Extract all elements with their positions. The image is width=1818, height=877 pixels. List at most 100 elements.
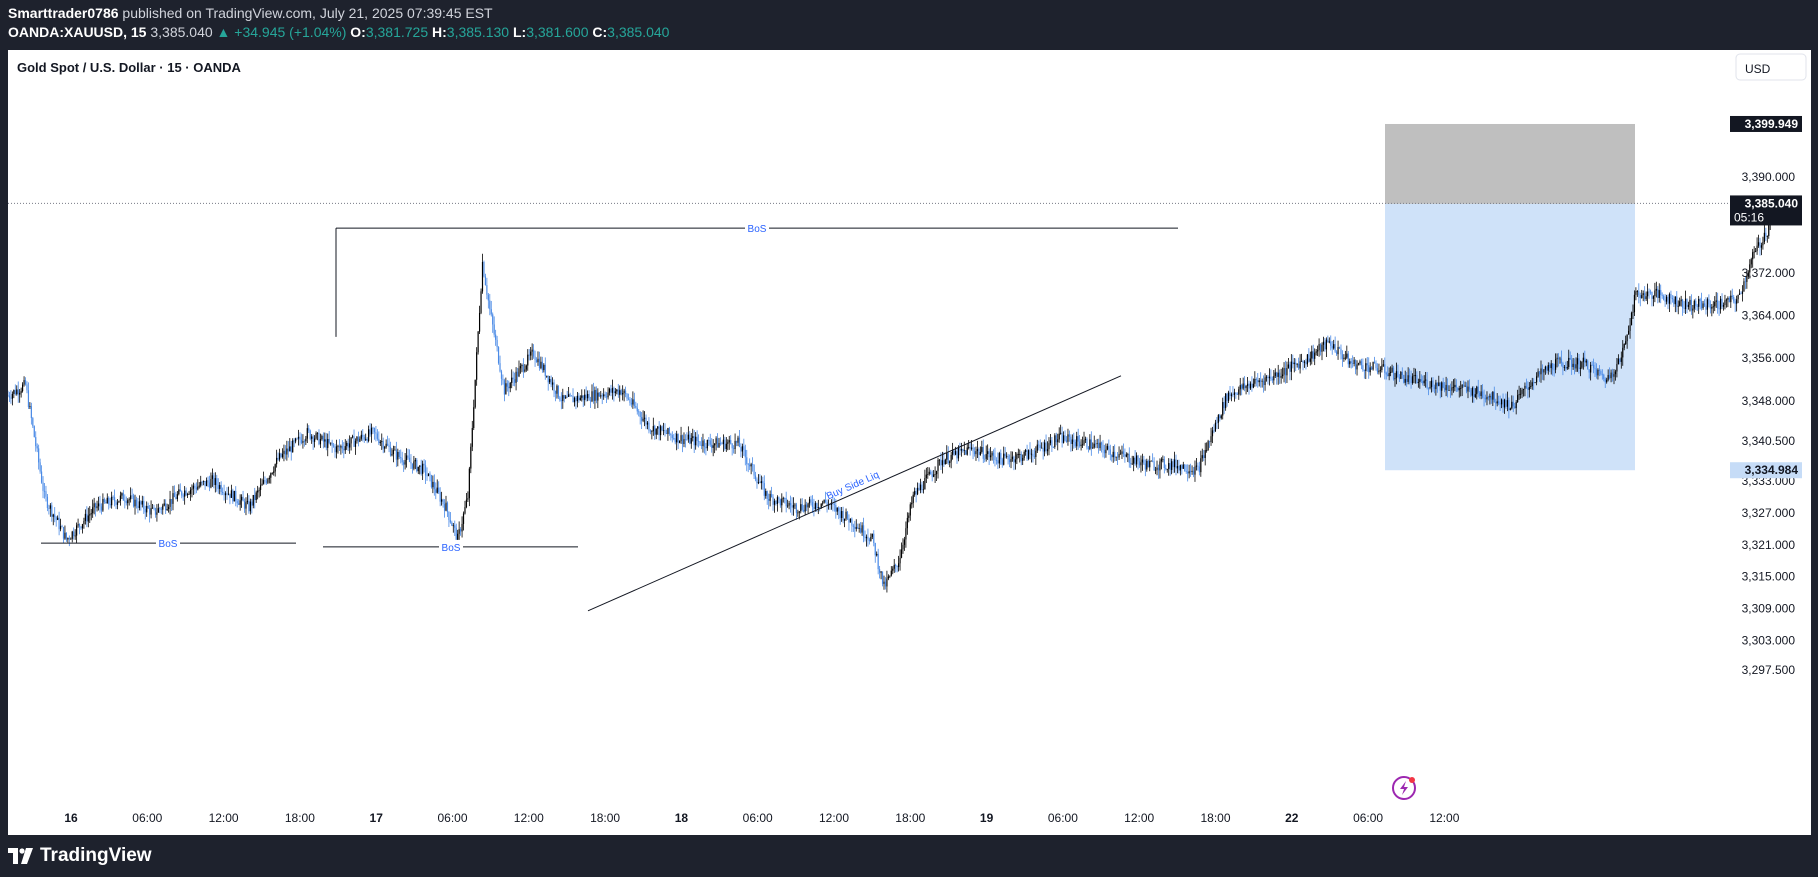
- chart-area[interactable]: BoS BoS BoS Buy Side Liq 3,390.000 3,372.000…: [7, 50, 1811, 835]
- candle: [1092, 442, 1094, 450]
- candle: [1639, 292, 1641, 307]
- candle: [1239, 377, 1241, 396]
- candle: [1668, 292, 1671, 313]
- candle: [1287, 357, 1290, 369]
- candle: [185, 487, 187, 496]
- svg-text:3,385.040: 3,385.040: [1745, 196, 1799, 210]
- candle: [914, 487, 916, 497]
- candle: [506, 380, 508, 392]
- bos-line-1-label-bg: [156, 536, 180, 551]
- candle: [730, 435, 732, 445]
- candle: [233, 490, 235, 502]
- candle: [1357, 362, 1360, 366]
- candle: [1701, 292, 1703, 311]
- candle: [884, 577, 887, 590]
- candle: [1003, 446, 1005, 466]
- candle: [562, 388, 564, 409]
- candle: [1138, 457, 1141, 468]
- candle: [1166, 468, 1168, 473]
- price-tick-label: 3,348.000: [1742, 394, 1796, 408]
- bos-line-2-label-bg: [439, 539, 463, 554]
- candle: [903, 536, 906, 551]
- tradingview-logo[interactable]: TradingView: [8, 845, 152, 867]
- candle: [1159, 458, 1161, 479]
- candle: [749, 458, 751, 471]
- candle: [1493, 386, 1495, 403]
- candle: [607, 387, 609, 400]
- candle: [1242, 377, 1244, 391]
- candle: [1268, 368, 1271, 386]
- candle: [534, 350, 536, 367]
- candle: [198, 482, 200, 489]
- candle: [1460, 380, 1462, 397]
- candle: [806, 501, 808, 512]
- candle: [435, 482, 437, 500]
- stop-price-badge: 3,399.949: [1730, 115, 1802, 132]
- candle: [570, 395, 573, 397]
- candle: [1153, 457, 1155, 471]
- take-profit-zone[interactable]: [1385, 203, 1635, 471]
- time-axis[interactable]: 16 06:00 12:00 18:00 17 06:00 12:00 18:00 18 06:0…: [64, 811, 1459, 825]
- candle: [1725, 298, 1728, 308]
- candle: [1522, 388, 1525, 397]
- candle: [1552, 363, 1554, 376]
- candle: [246, 493, 249, 505]
- candle: [1121, 445, 1123, 460]
- candle: [604, 391, 606, 398]
- currency-button[interactable]: USD: [1735, 53, 1807, 81]
- candle: [660, 424, 662, 441]
- candle: [722, 434, 724, 452]
- candle: [460, 527, 462, 536]
- candle: [1058, 427, 1060, 443]
- candle: [899, 549, 901, 571]
- candle: [1496, 393, 1498, 407]
- candle: [801, 498, 803, 512]
- buy-side-liquidity-trendline[interactable]: [587, 375, 1122, 612]
- candle: [1417, 378, 1419, 388]
- candle: [305, 435, 307, 445]
- candle: [1581, 361, 1583, 370]
- candle: [1067, 428, 1069, 446]
- candle: [416, 458, 418, 473]
- candle: [411, 463, 414, 474]
- candle: [1222, 397, 1224, 420]
- candle: [1476, 385, 1478, 400]
- candle: [111, 491, 113, 509]
- candle: [1572, 358, 1574, 370]
- candle: [467, 491, 469, 502]
- candle: [981, 440, 983, 454]
- candle: [733, 445, 735, 454]
- candle: [1077, 428, 1079, 450]
- candle: [1048, 437, 1050, 456]
- candle: [782, 496, 784, 503]
- candle: [998, 451, 1000, 469]
- candle: [716, 433, 719, 448]
- candle: [73, 527, 75, 540]
- candle: [1426, 372, 1428, 390]
- candle: [1604, 377, 1606, 388]
- candle: [551, 377, 554, 391]
- candle: [633, 392, 635, 409]
- candle: [471, 420, 473, 452]
- candle: [1197, 462, 1199, 471]
- lightning-icon[interactable]: [1392, 776, 1416, 800]
- candle: [1181, 464, 1183, 475]
- candle: [1060, 424, 1062, 435]
- candle: [1226, 392, 1228, 407]
- candle: [1295, 358, 1297, 372]
- candle: [636, 403, 638, 415]
- candle: [1141, 453, 1144, 471]
- candle: [1298, 357, 1300, 371]
- author-name[interactable]: Smarttrader0786: [8, 5, 119, 21]
- stop-loss-zone[interactable]: [1385, 123, 1635, 204]
- candle: [677, 433, 679, 449]
- candle: [65, 532, 67, 542]
- candle: [112, 495, 114, 501]
- candle: [39, 458, 41, 474]
- candle: [115, 500, 117, 509]
- candle: [670, 432, 672, 441]
- candle: [556, 384, 558, 399]
- candle: [176, 491, 178, 502]
- candle: [778, 496, 780, 504]
